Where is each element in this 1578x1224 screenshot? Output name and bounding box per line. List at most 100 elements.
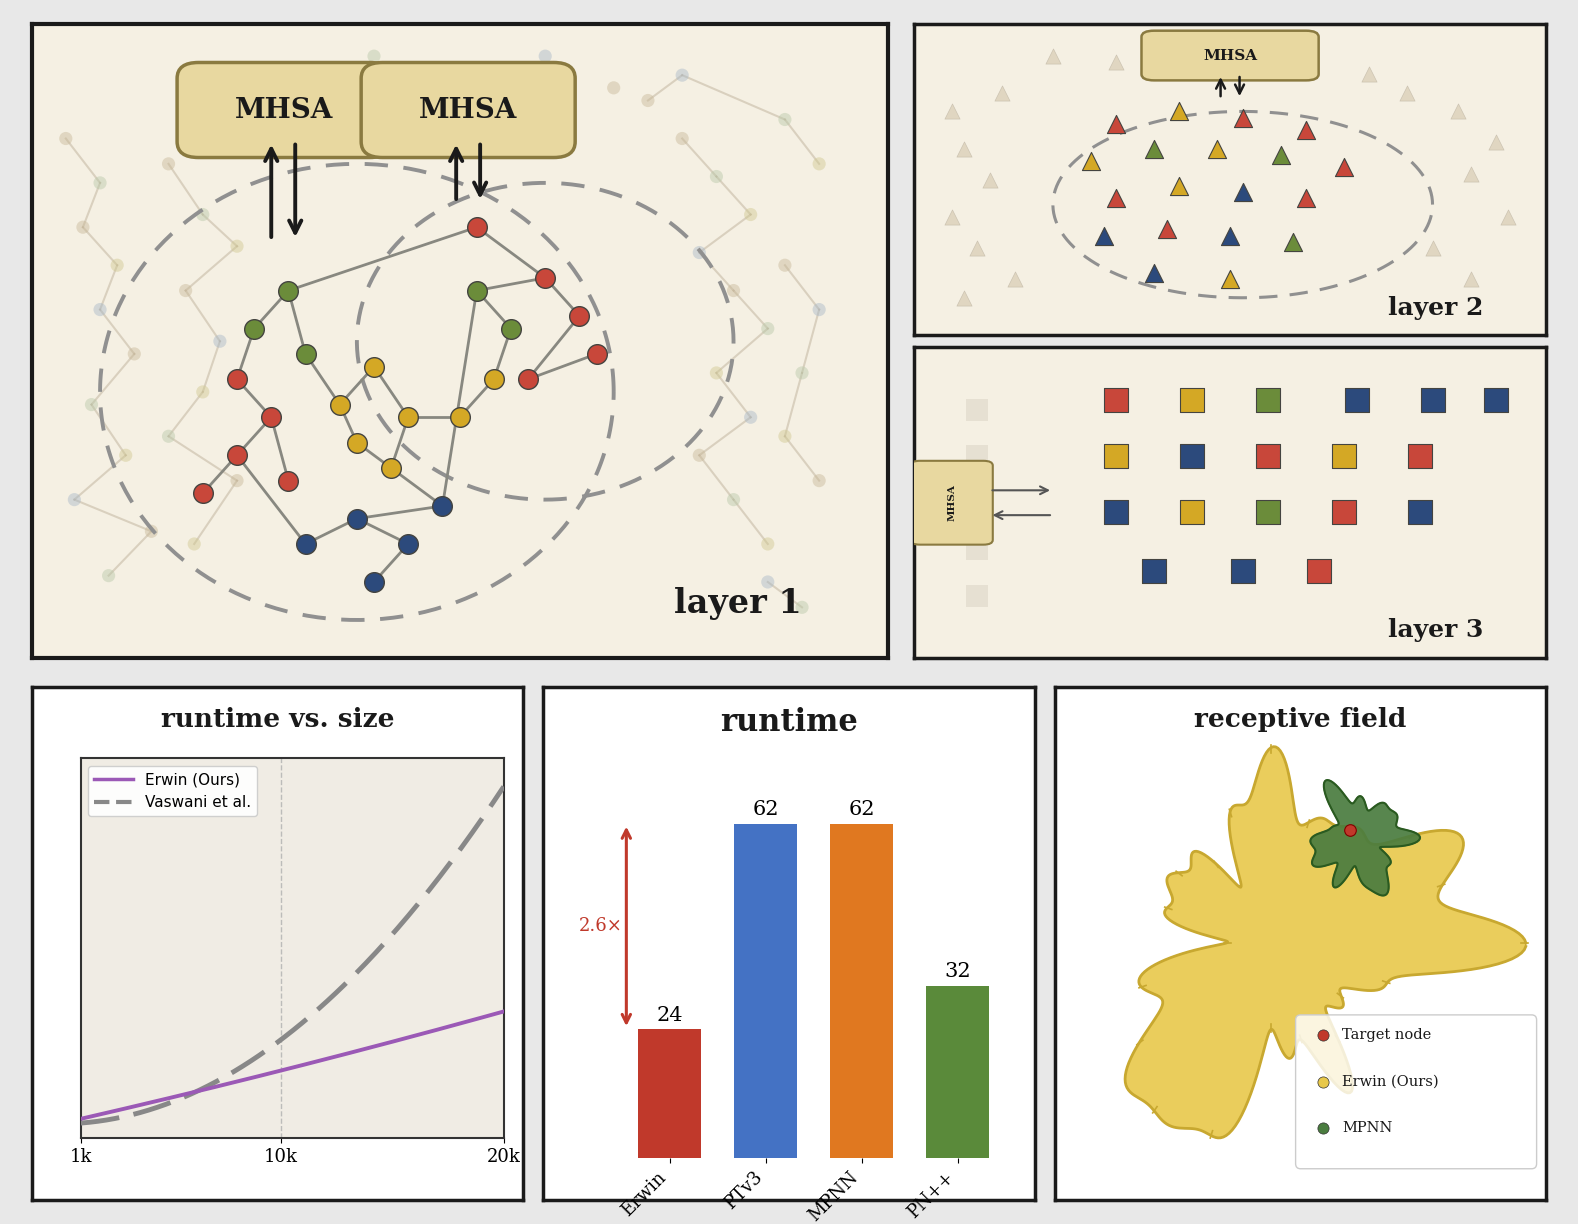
Point — [464, 218, 489, 237]
Point — [669, 65, 694, 84]
Point — [499, 318, 524, 338]
FancyBboxPatch shape — [1296, 1015, 1537, 1169]
Point — [1103, 188, 1128, 208]
Point — [1179, 390, 1204, 410]
Point — [379, 458, 404, 477]
Point — [1294, 51, 1319, 71]
Point — [191, 204, 216, 224]
Point — [87, 173, 112, 192]
Point — [1294, 188, 1319, 208]
FancyBboxPatch shape — [1141, 31, 1319, 81]
Point — [344, 509, 369, 529]
Text: Erwin (Ours): Erwin (Ours) — [1343, 1075, 1439, 1088]
Point — [1332, 447, 1357, 466]
Point — [1179, 502, 1204, 521]
Point — [224, 446, 249, 465]
Point — [1103, 502, 1128, 521]
Point — [739, 408, 764, 427]
Point — [429, 496, 454, 515]
Point — [1103, 51, 1128, 71]
Point — [1483, 132, 1509, 152]
Point — [259, 408, 284, 427]
Point — [772, 426, 797, 446]
Point — [964, 540, 989, 559]
Point — [1445, 102, 1471, 121]
Point — [71, 218, 96, 237]
Point — [294, 534, 319, 553]
Point — [584, 344, 609, 364]
Point — [481, 370, 507, 389]
Point — [567, 306, 592, 326]
Point — [191, 483, 216, 503]
Point — [1166, 102, 1191, 121]
Point — [87, 300, 112, 319]
Point — [1310, 1026, 1335, 1045]
Point — [54, 129, 79, 148]
Text: layer 3: layer 3 — [1387, 618, 1483, 643]
Point — [156, 154, 181, 174]
Point — [1103, 114, 1128, 133]
Point — [1256, 502, 1281, 521]
Point — [1002, 269, 1027, 289]
Point — [174, 91, 199, 110]
Text: layer 1: layer 1 — [674, 588, 802, 621]
Point — [1395, 83, 1420, 103]
Point — [1103, 447, 1128, 466]
Point — [396, 408, 421, 427]
Point — [122, 344, 147, 364]
Point — [952, 288, 977, 307]
Point — [756, 534, 781, 553]
Point — [114, 446, 139, 465]
Text: layer 2: layer 2 — [1387, 295, 1483, 319]
Point — [533, 268, 559, 288]
Point — [156, 426, 181, 446]
Point — [756, 318, 781, 338]
Point — [1141, 562, 1166, 581]
Point — [1204, 138, 1229, 158]
Point — [361, 356, 387, 376]
Point — [721, 490, 746, 509]
Text: MPNN: MPNN — [1343, 1121, 1393, 1135]
Point — [636, 91, 661, 110]
Point — [464, 280, 489, 300]
Point — [241, 318, 267, 338]
Point — [1231, 182, 1256, 202]
Point — [1332, 158, 1357, 177]
Point — [686, 242, 712, 262]
Point — [1040, 45, 1065, 65]
Point — [952, 138, 977, 158]
Point — [939, 102, 964, 121]
Point — [361, 47, 387, 66]
Point — [294, 65, 319, 84]
Point — [964, 239, 989, 258]
Text: receptive field: receptive field — [1195, 707, 1406, 732]
Point — [964, 400, 989, 420]
Point — [207, 332, 232, 351]
Point — [447, 408, 472, 427]
Point — [601, 78, 626, 98]
Point — [1231, 562, 1256, 581]
Point — [669, 129, 694, 148]
Point — [1332, 502, 1357, 521]
Text: Target node: Target node — [1343, 1028, 1431, 1043]
Point — [964, 493, 989, 513]
Point — [224, 370, 249, 389]
Point — [1420, 390, 1445, 410]
Point — [447, 65, 472, 84]
Point — [1154, 219, 1179, 239]
Point — [276, 471, 301, 491]
Point — [964, 447, 989, 466]
Polygon shape — [1310, 780, 1420, 896]
FancyBboxPatch shape — [911, 460, 993, 545]
Point — [361, 572, 387, 591]
Point — [806, 471, 832, 491]
Point — [1337, 820, 1362, 840]
Point — [977, 170, 1002, 190]
Point — [1420, 239, 1445, 258]
Point — [104, 256, 129, 275]
Point — [1256, 390, 1281, 410]
Point — [739, 204, 764, 224]
Point — [1483, 390, 1509, 410]
Point — [789, 364, 814, 383]
Text: MHSA: MHSA — [420, 97, 518, 124]
